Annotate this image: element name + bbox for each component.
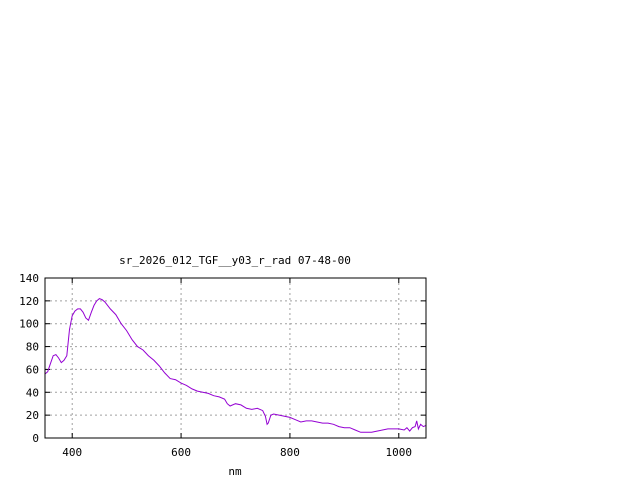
- y-tick-label: 40: [26, 386, 39, 399]
- axis-ticks: 0 20 40 60 80 100 120 140 400 600 800 1000: [19, 272, 426, 459]
- series-line: [44, 298, 427, 433]
- y-tick-label: 60: [26, 363, 39, 376]
- y-tick-label: 20: [26, 409, 39, 422]
- x-tick-label: 600: [171, 446, 191, 459]
- x-tick-label: 1000: [386, 446, 413, 459]
- y-tick-label: 0: [32, 432, 39, 445]
- y-tick-label: 140: [19, 272, 39, 285]
- plot-frame: [44, 277, 427, 439]
- grid-lines: [45, 278, 426, 438]
- y-tick-label: 80: [26, 341, 39, 354]
- x-axis-label: nm: [228, 465, 242, 478]
- y-tick-label: 100: [19, 318, 39, 331]
- chart-title: sr_2026_012_TGF__y03_r_rad 07-48-00: [119, 254, 351, 267]
- y-tick-label: 120: [19, 295, 39, 308]
- x-tick-label: 400: [62, 446, 82, 459]
- x-tick-label: 800: [280, 446, 300, 459]
